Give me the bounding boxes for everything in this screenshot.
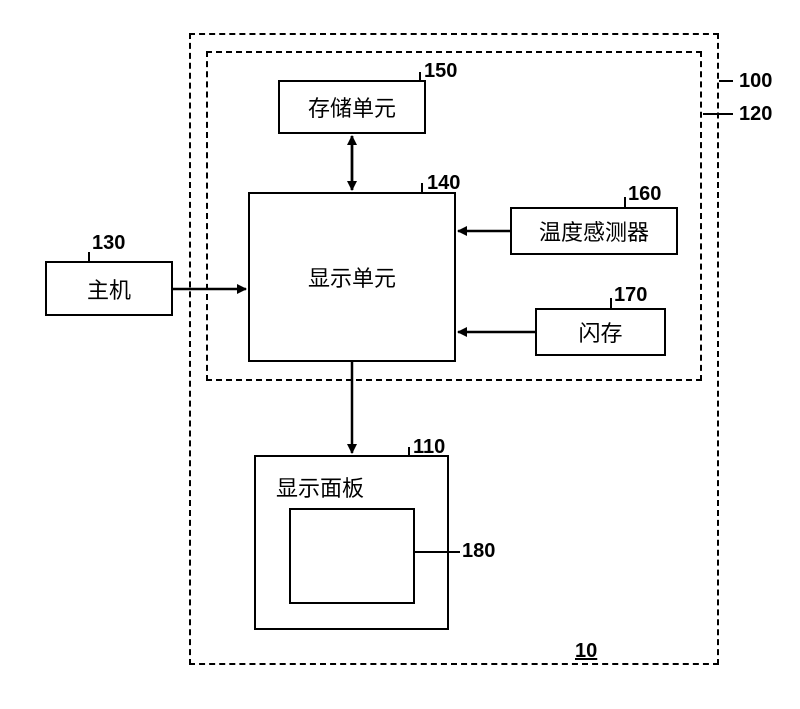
arrows-svg — [0, 0, 800, 709]
